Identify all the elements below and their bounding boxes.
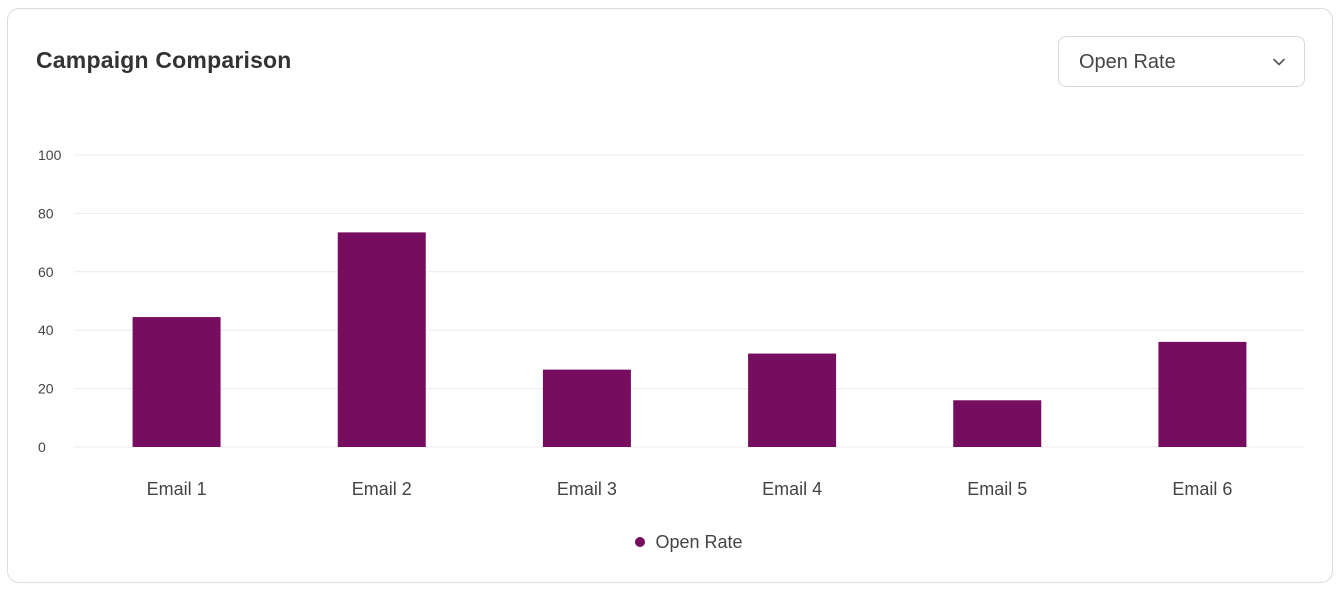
legend-label: Open Rate: [655, 531, 743, 552]
bar[interactable]: [337, 232, 426, 447]
metric-select-value: Open Rate: [1079, 51, 1176, 73]
legend-marker: [635, 537, 646, 547]
bar[interactable]: [542, 369, 631, 447]
x-tick-label: Email 4: [762, 479, 822, 499]
y-tick-label: 20: [38, 381, 54, 397]
metric-select[interactable]: Open Rate: [1058, 36, 1305, 87]
y-tick-label: 40: [38, 322, 54, 338]
bar[interactable]: [748, 353, 837, 447]
x-tick-label: Email 6: [1172, 479, 1232, 499]
bar[interactable]: [132, 317, 221, 447]
y-tick-label: 0: [38, 439, 46, 455]
x-tick-label: Email 1: [147, 479, 207, 499]
chevron-down-icon: [1273, 58, 1285, 66]
campaign-comparison-card: Campaign Comparison Open Rate 0 20 40 60 80 1…: [7, 8, 1333, 583]
bar-chart: 0 20 40 60 80 100 Email 1 Email 2 Email 3 Email 4…: [38, 147, 1305, 499]
y-tick-label: 100: [38, 147, 62, 163]
legend-item-open-rate[interactable]: Open Rate: [635, 531, 743, 553]
bar[interactable]: [1158, 341, 1247, 447]
x-tick-label: Email 2: [352, 479, 412, 499]
x-tick-label: Email 5: [967, 479, 1027, 499]
card-title: Campaign Comparison: [36, 47, 292, 73]
y-tick-label: 60: [38, 264, 54, 280]
x-tick-label: Email 3: [557, 479, 617, 499]
y-tick-label: 80: [38, 205, 54, 221]
bar[interactable]: [953, 400, 1042, 447]
chart-legend: Open Rate: [8, 531, 1334, 553]
